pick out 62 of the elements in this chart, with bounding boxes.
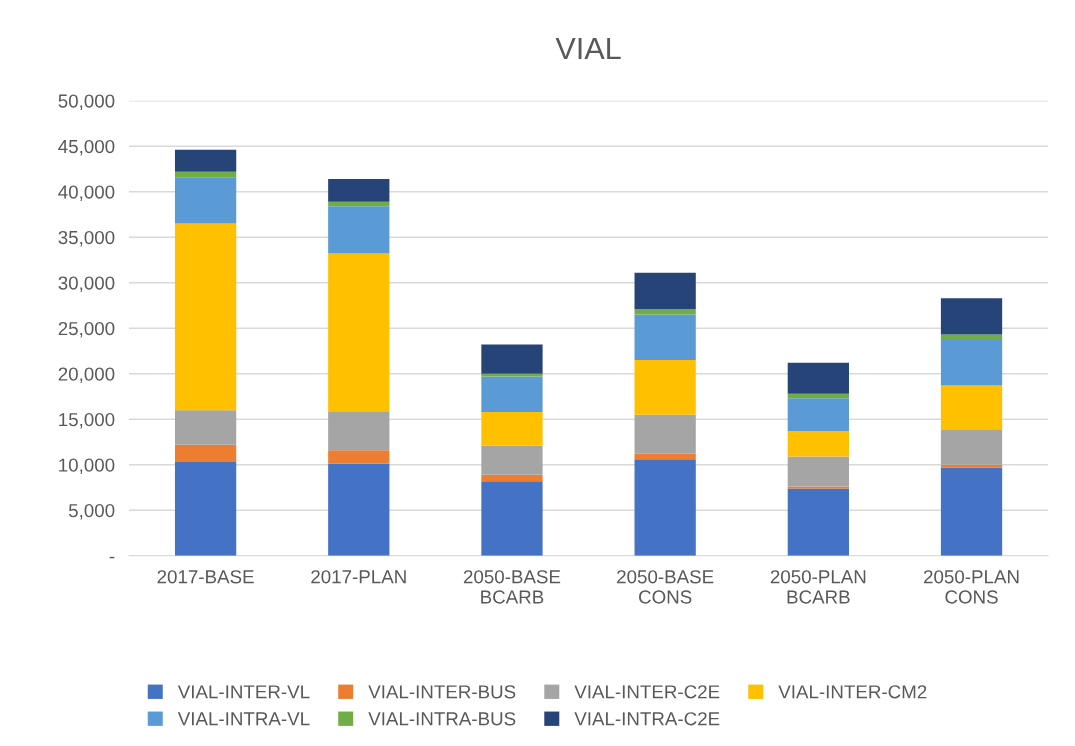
- bar: [787, 398, 849, 432]
- legend-label: VIAL-INTRA-C2E: [574, 712, 720, 726]
- bar: [634, 272, 696, 310]
- bar: [328, 253, 390, 412]
- y-tick-label: 50,000: [58, 94, 115, 110]
- bar: [174, 462, 237, 556]
- x-tick-label: 2017-PLAN: [311, 570, 406, 584]
- bar: [940, 334, 1003, 341]
- bar: [787, 456, 849, 487]
- bar: [634, 414, 696, 454]
- bar: [481, 481, 543, 556]
- bar: [787, 431, 849, 457]
- bar: [787, 488, 849, 556]
- legend-label: VIAL-INTRA-VL: [177, 712, 310, 726]
- chart-title: VIAL: [555, 38, 621, 60]
- y-tick-label: 25,000: [58, 321, 115, 338]
- x-tick-label: 2050-PLAN CONS: [924, 570, 1019, 604]
- bar: [634, 309, 696, 315]
- bar: [328, 411, 390, 451]
- bar: [174, 177, 237, 224]
- bar: [328, 206, 390, 254]
- bar: [481, 411, 543, 446]
- legend-label: VIAL-INTER-VL: [177, 685, 310, 699]
- legend-label: VIAL-INTER-C2E: [574, 685, 720, 699]
- y-tick-label: 5,000: [68, 503, 115, 520]
- bar: [634, 314, 696, 361]
- bar: [174, 410, 237, 445]
- y-tick-label: 15,000: [59, 412, 115, 429]
- x-tick-label: 2050-PLAN BCARB: [770, 570, 866, 604]
- bar: [787, 362, 849, 394]
- y-tick-label: 20,000: [58, 367, 115, 383]
- bar: [328, 450, 390, 464]
- bar: [481, 376, 543, 412]
- x-tick-label: 2017-BASE: [157, 570, 254, 584]
- bar: [940, 340, 1003, 386]
- bar: [634, 459, 696, 556]
- bar: [174, 149, 237, 172]
- bar: [174, 444, 237, 463]
- bar: [940, 429, 1003, 465]
- bar: [328, 178, 390, 202]
- x-tick-label: 2050-BASE BCARB: [463, 570, 561, 604]
- x-tick-label: 2050-BASE CONS: [617, 570, 714, 604]
- bar: [634, 360, 696, 415]
- y-tick-label: 10,000: [59, 458, 115, 474]
- bar: [481, 474, 543, 482]
- bar: [940, 298, 1003, 335]
- legend-label: VIAL-INTER-CM2: [778, 685, 927, 699]
- bar: [481, 344, 543, 374]
- bar: [481, 445, 543, 475]
- bar: [940, 385, 1003, 430]
- y-tick-label: 40,000: [58, 185, 115, 201]
- legend-label: VIAL-INTER-BUS: [368, 685, 516, 699]
- bar: [940, 467, 1003, 556]
- bar: [634, 453, 696, 460]
- y-tick-label: -: [109, 556, 115, 559]
- bar: [328, 463, 390, 556]
- bar: [174, 223, 237, 411]
- y-tick-label: 35,000: [58, 230, 115, 247]
- legend-label: VIAL-INTRA-BUS: [368, 712, 516, 726]
- y-tick-label: 45,000: [58, 139, 115, 156]
- bar: [174, 171, 237, 178]
- y-tick-label: 30,000: [58, 276, 115, 292]
